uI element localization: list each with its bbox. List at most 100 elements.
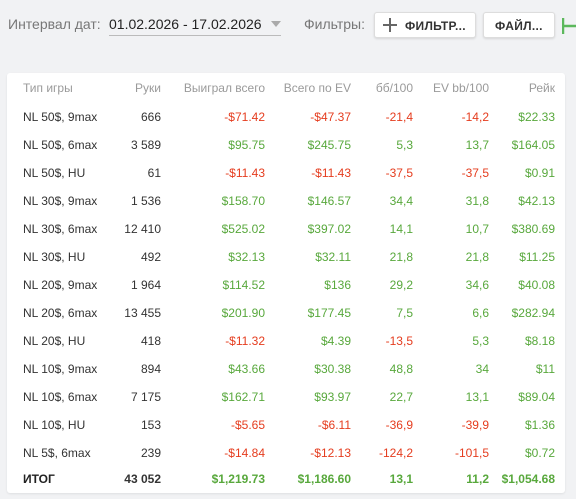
cell-game-type: NL 20$, 9max <box>23 278 98 292</box>
cell-game-type: NL 30$, HU <box>23 250 86 264</box>
cell-ev-bb-per-100: 34,6 <box>465 278 489 292</box>
cell-bb-per-100: 5,3 <box>396 138 413 152</box>
cell-ev-total: $177.45 <box>307 306 351 320</box>
cell-hands: 418 <box>140 334 161 348</box>
cell-game-type: NL 30$, 9max <box>23 194 98 208</box>
cell-hands: 7 175 <box>130 390 161 404</box>
table-row[interactable]: NL 30$, HU 492 $32.13 $32.11 21,8 21,8 $11.25 <box>7 243 565 271</box>
table-row[interactable]: NL 30$, 6max 12 410 $525.02 $397.02 14,1 10,7… <box>7 215 565 243</box>
cell-ev-bb-per-100: -37,5 <box>461 166 489 180</box>
date-range-select[interactable]: 01.02.2026 - 17.02.2026 <box>109 13 281 36</box>
cell-ev-total: $93.97 <box>314 390 351 404</box>
cell-game-type: NL 10$, 9max <box>23 362 98 376</box>
cell-ev-total: -$11.43 <box>311 166 351 180</box>
cell-ev-bb-per-100: -39,9 <box>461 418 489 432</box>
cell-rake: $89.04 <box>518 390 555 404</box>
cell-ev-bb-per-100: 13,1 <box>465 390 489 404</box>
cell-won-total: $162.71 <box>221 390 265 404</box>
cell-ev-bb-per-100: 10,7 <box>465 222 489 236</box>
cell-won-total: $43.66 <box>228 362 265 376</box>
cell-bb-per-100: -21,4 <box>385 110 413 124</box>
cell-game-type: NL 30$, 6max <box>23 222 98 236</box>
cell-hands: 61 <box>147 166 161 180</box>
cell-won-total: -$11.32 <box>225 334 265 348</box>
cell-ev-total: $245.75 <box>307 138 351 152</box>
cell-ev-bb-per-100: 21,8 <box>465 250 489 264</box>
table-row[interactable]: NL 50$, 6max 3 589 $95.75 $245.75 5,3 13,7 $16… <box>7 131 565 159</box>
column-header-ev-bb-per-100[interactable]: EV bb/100 <box>432 81 489 95</box>
cell-bb-per-100: -13,5 <box>385 334 413 348</box>
table-row[interactable]: NL 5$, 6max 239 -$14.84 -$12.13 -124,2 -101,5… <box>7 439 565 467</box>
chevron-down-icon <box>271 21 281 27</box>
cell-ev-total: $136 <box>324 278 351 292</box>
cell-ev-bb-per-100: -14,2 <box>461 110 489 124</box>
cell-rake: $0.91 <box>524 166 555 180</box>
cell-game-type: NL 20$, HU <box>23 334 86 348</box>
cell-ev-bb-per-100: 5,3 <box>472 334 489 348</box>
cell-rake: $1,054.68 <box>501 472 555 486</box>
cell-ev-total: $1,186.60 <box>297 472 351 486</box>
table-row[interactable]: NL 10$, 6max 7 175 $162.71 $93.97 22,7 13,1 $8… <box>7 383 565 411</box>
table-row[interactable]: NL 20$, 6max 13 455 $201.90 $177.45 7,5 6,6 $2… <box>7 299 565 327</box>
table-header-row: Тип игры Руки Выиграл всего Всего по EV бб/1… <box>7 73 565 103</box>
cell-game-type: NL 5$, 6max <box>23 446 91 460</box>
cell-ev-total: $30.38 <box>314 362 351 376</box>
cell-won-total: $1,219.73 <box>211 472 265 486</box>
cell-bb-per-100: 21,8 <box>389 250 413 264</box>
cell-ev-total: $146.57 <box>307 194 351 208</box>
column-header-won-total[interactable]: Выиграл всего <box>183 81 265 95</box>
cell-bb-per-100: 7,5 <box>396 306 413 320</box>
table-row[interactable]: NL 50$, 9max 666 -$71.42 -$47.37 -21,4 -14,2 $… <box>7 103 565 131</box>
cell-hands: 1 536 <box>130 194 161 208</box>
cell-won-total: -$5.65 <box>230 418 265 432</box>
cell-hands: 666 <box>140 110 161 124</box>
cell-ev-bb-per-100: -101,5 <box>454 446 489 460</box>
cell-game-type: NL 10$, HU <box>23 418 86 432</box>
cell-game-type: NL 50$, 9max <box>23 110 98 124</box>
table-row[interactable]: NL 20$, HU 418 -$11.32 $4.39 -13,5 5,3 $8.18 <box>7 327 565 355</box>
cell-bb-per-100: 34,4 <box>389 194 413 208</box>
column-header-rake[interactable]: Рейк <box>528 81 555 95</box>
cell-ev-bb-per-100: 13,7 <box>465 138 489 152</box>
cell-bb-per-100: 22,7 <box>389 390 413 404</box>
cell-hands: 894 <box>140 362 161 376</box>
cell-rake: $22.33 <box>518 110 555 124</box>
cell-bb-per-100: 48,8 <box>389 362 413 376</box>
cell-won-total: $525.02 <box>221 222 265 236</box>
cell-ev-bb-per-100: 31,8 <box>465 194 489 208</box>
cell-rake: $8.18 <box>524 334 555 348</box>
date-interval-label: Интервал дат: <box>8 16 101 32</box>
cell-rake: $380.69 <box>511 222 555 236</box>
column-header-ev-total[interactable]: Всего по EV <box>283 81 351 95</box>
cell-rake: $40.08 <box>518 278 555 292</box>
cell-game-type: ИТОГ <box>23 472 55 486</box>
cell-bb-per-100: -36,9 <box>385 418 413 432</box>
cell-won-total: -$14.84 <box>224 446 265 460</box>
cell-bb-per-100: 13,1 <box>389 472 413 486</box>
cell-rake: $42.13 <box>518 194 555 208</box>
table-row[interactable]: NL 10$, 9max 894 $43.66 $30.38 48,8 34 $11 <box>7 355 565 383</box>
table-row[interactable]: NL 10$, HU 153 -$5.65 -$6.11 -36,9 -39,9 $1.36 <box>7 411 565 439</box>
file-button[interactable]: ФАЙЛ... <box>483 12 555 38</box>
cell-ev-total: -$47.37 <box>310 110 351 124</box>
total-row[interactable]: ИТОГ 43 052 $1,219.73 $1,186.60 13,1 11,2 $1,0… <box>7 467 565 491</box>
column-header-game-type[interactable]: Тип игры <box>23 81 73 95</box>
cell-won-total: -$71.42 <box>224 110 265 124</box>
results-table: Тип игры Руки Выиграл всего Всего по EV бб/1… <box>7 73 565 491</box>
cell-hands: 153 <box>140 418 161 432</box>
cell-ev-bb-per-100: 6,6 <box>472 306 489 320</box>
cell-game-type: NL 10$, 6max <box>23 390 98 404</box>
add-filter-button[interactable]: ФИЛЬТР... <box>374 12 476 38</box>
date-range-value: 01.02.2026 - 17.02.2026 <box>109 16 262 32</box>
table-row[interactable]: NL 20$, 9max 1 964 $114.52 $136 29,2 34,6 $40.… <box>7 271 565 299</box>
cell-ev-bb-per-100: 34 <box>475 362 489 376</box>
column-header-hands[interactable]: Руки <box>135 81 161 95</box>
cell-rake: $0.72 <box>524 446 555 460</box>
cell-rake: $164.05 <box>511 138 555 152</box>
table-row[interactable]: NL 50$, HU 61 -$11.43 -$11.43 -37,5 -37,5 $0.9… <box>7 159 565 187</box>
column-header-bb-per-100[interactable]: бб/100 <box>375 81 413 95</box>
cell-ev-total: $32.11 <box>315 250 351 264</box>
cell-game-type: NL 50$, HU <box>23 166 86 180</box>
table-row[interactable]: NL 30$, 9max 1 536 $158.70 $146.57 34,4 31,8 $… <box>7 187 565 215</box>
cell-bb-per-100: 14,1 <box>389 222 413 236</box>
